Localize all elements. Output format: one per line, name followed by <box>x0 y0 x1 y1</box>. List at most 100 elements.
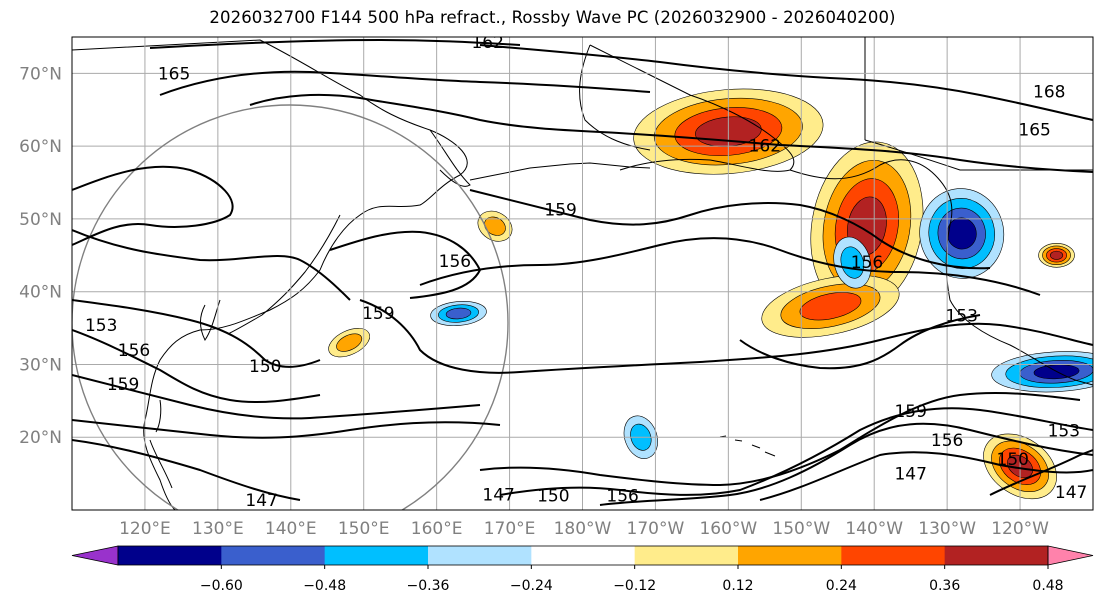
lon-tick-label: 120°W <box>991 519 1049 539</box>
contour-label: 165 <box>158 64 190 84</box>
coastline-9 <box>719 435 776 457</box>
coastline-7 <box>789 159 1093 386</box>
contour-line-13 <box>359 299 1093 374</box>
colorbar-tick-label: −0.24 <box>510 578 553 594</box>
contour-line-8 <box>159 70 651 96</box>
refractivity-contours <box>72 38 1093 506</box>
lon-tick-label: 150°W <box>772 519 830 539</box>
lat-tick-label: 50°N <box>19 210 62 230</box>
anomaly-fill-negative <box>840 246 865 279</box>
contour-label: 162 <box>471 33 503 53</box>
gridlines <box>72 37 1093 510</box>
contour-label: 159 <box>894 402 926 422</box>
colorbar-tick-label: −0.60 <box>200 578 243 594</box>
contour-line-0 <box>72 165 234 246</box>
colorbar-segment <box>944 546 1049 565</box>
lon-tick-label: 140°W <box>845 519 903 539</box>
anomaly-fill-positive <box>1049 250 1064 260</box>
coastlines <box>72 37 1093 510</box>
contour-label: 162 <box>749 136 781 156</box>
colorbar-segment <box>531 546 636 565</box>
anomaly-fill-positive <box>336 333 363 352</box>
contour-label: 156 <box>606 486 638 506</box>
colorbar-tick-label: −0.36 <box>407 578 450 594</box>
lon-tick-label: 170°W <box>627 519 685 539</box>
lon-tick-label: 130°W <box>918 519 976 539</box>
map-frame <box>71 36 1094 511</box>
contour-label: 159 <box>362 304 394 324</box>
contour-label: 153 <box>946 307 978 327</box>
contour-label: 147 <box>245 491 277 511</box>
contour-line-18 <box>599 422 1093 506</box>
colorbar-extend-low <box>71 545 119 566</box>
coastline-6 <box>469 162 651 181</box>
contour-line-11 <box>469 189 991 270</box>
contour-line-5 <box>72 419 501 439</box>
contour-line-9 <box>249 93 1093 173</box>
lon-tick-label: 160°E <box>411 519 463 539</box>
colorbar-segment <box>738 546 842 565</box>
colorbar-segment <box>841 546 946 565</box>
colorbar-segment <box>118 546 222 565</box>
colorbar: −0.60 −0.48 −0.36 −0.24 −0.12 0.12 0.24 0.36 0.4… <box>71 545 1094 594</box>
focus-circle <box>72 104 509 510</box>
colorbar-tick-label: 0.36 <box>929 578 960 594</box>
contour-line-10 <box>479 44 1093 121</box>
contour-line-7 <box>149 38 521 49</box>
lon-tick-label: 140°E <box>265 519 317 539</box>
anomaly-fill-positive <box>799 292 862 321</box>
colorbar-extend-high <box>1047 545 1094 566</box>
lon-tick-label: 160°W <box>699 519 757 539</box>
colorbar-segment <box>221 546 326 565</box>
coastline-3 <box>200 299 221 341</box>
contour-label: 168 <box>1033 83 1065 103</box>
latitude-labels: 20°N 30°N 40°N 50°N 60°N 70°N <box>19 64 62 448</box>
contour-line-15 <box>739 314 981 370</box>
anomaly-fill-negative <box>445 307 472 320</box>
contour-label: 147 <box>894 465 926 485</box>
lon-tick-label: 130°E <box>192 519 244 539</box>
colorbar-tick-label: −0.48 <box>303 578 346 594</box>
colorbar-segment <box>428 546 532 565</box>
contour-label: 159 <box>544 200 576 220</box>
contour-label: 147 <box>482 486 514 506</box>
contour-label: 156 <box>118 341 150 361</box>
contour-line-19 <box>759 451 1093 501</box>
colorbar-tick-label: 0.24 <box>826 578 857 594</box>
contour-line-16 <box>479 391 1081 487</box>
contour-line-6 <box>72 439 301 501</box>
contour-line-12 <box>329 230 482 299</box>
lat-tick-label: 40°N <box>19 283 62 303</box>
colorbar-tick-label: −0.12 <box>613 578 656 594</box>
contour-label: 153 <box>85 316 117 336</box>
contour-line-2 <box>72 299 321 368</box>
colorbar-tick-label: 0.48 <box>1032 578 1063 594</box>
coastline-8 <box>864 37 1093 171</box>
colorbar-segment <box>634 546 739 565</box>
contour-label: 156 <box>931 431 963 451</box>
contour-label: 156 <box>851 253 883 273</box>
contour-label: 150 <box>537 486 569 506</box>
contour-label: 150 <box>249 357 281 377</box>
lat-tick-label: 20°N <box>19 428 62 448</box>
lon-tick-label: 170°E <box>484 519 536 539</box>
contour-line-17 <box>499 407 1093 496</box>
lon-tick-label: 120°E <box>119 519 171 539</box>
colorbar-tick-label: 0.12 <box>722 578 753 594</box>
contour-label: 159 <box>107 375 139 395</box>
contour-label: 153 <box>1048 422 1080 442</box>
chart-title: 2026032700 F144 500 hPa refract., Rossby… <box>209 8 896 27</box>
contour-line-1 <box>72 229 351 301</box>
contour-label: 150 <box>997 450 1029 470</box>
lon-tick-label: 180°W <box>554 519 612 539</box>
lat-tick-label: 60°N <box>19 137 62 157</box>
contour-label: 147 <box>1055 483 1087 503</box>
contour-line-20 <box>989 449 1093 496</box>
coastline-0 <box>72 39 468 510</box>
contour-label: 156 <box>439 252 471 272</box>
colorbar-segment <box>324 546 429 565</box>
contour-line-4 <box>72 374 481 420</box>
